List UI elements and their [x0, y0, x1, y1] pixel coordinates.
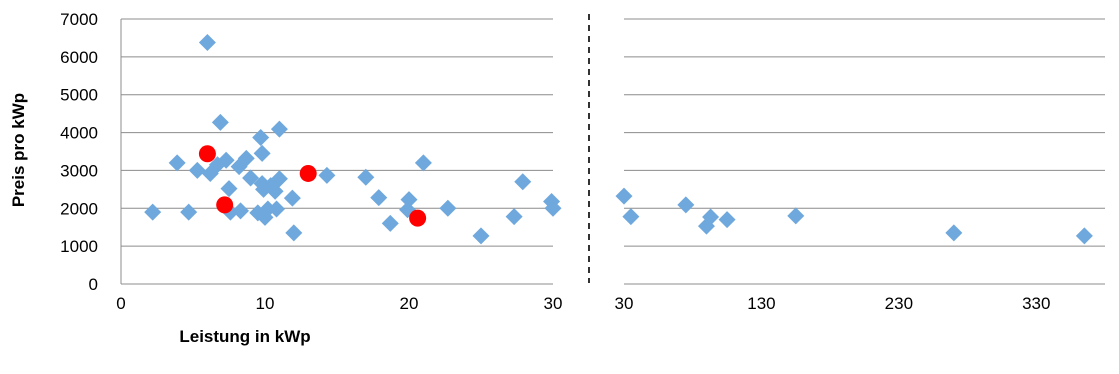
left-highlight-point-0 — [198, 145, 216, 163]
left-x-tick-label-2: 20 — [400, 294, 419, 313]
y-tick-label-4: 4000 — [60, 124, 98, 143]
right-point-0-8 — [1075, 227, 1093, 245]
right-point-0-2 — [677, 196, 695, 214]
right-point-0-4 — [702, 208, 720, 226]
left-point-0-35 — [414, 154, 432, 172]
y-tick-label-3: 3000 — [60, 161, 98, 180]
y-axis-title: Preis pro kWp — [9, 93, 28, 207]
left-point-0-12 — [232, 202, 250, 220]
data-points — [144, 33, 1093, 245]
left-x-tick-label-3: 30 — [544, 294, 563, 313]
right-x-tick-label-0: 30 — [615, 294, 634, 313]
left-point-0-25 — [270, 120, 288, 138]
left-point-0-3 — [188, 161, 206, 179]
left-point-0-7 — [211, 113, 229, 131]
left-point-0-9 — [220, 180, 238, 198]
tick-labels: 0 1000 2000 3000 4000 5000 6000 7000 0 10 20 30 30 13… — [60, 10, 1050, 313]
left-point-0-13 — [237, 149, 255, 167]
right-point-0-6 — [787, 207, 805, 225]
axes — [120, 19, 1105, 285]
left-point-0-34 — [400, 191, 418, 209]
left-x-tick-label-0: 0 — [116, 294, 125, 313]
left-highlight-point-1 — [216, 196, 234, 214]
y-tick-label-1: 1000 — [60, 237, 98, 256]
left-point-0-26 — [270, 170, 288, 188]
y-tick-label-6: 6000 — [60, 48, 98, 67]
y-tick-label-0: 0 — [89, 275, 98, 294]
right-x-tick-label-1: 130 — [747, 294, 775, 313]
left-point-0-24 — [268, 200, 286, 218]
left-x-tick-label-1: 10 — [256, 294, 275, 313]
left-point-0-17 — [253, 144, 271, 162]
left-point-0-21 — [259, 200, 277, 218]
y-tick-label-2: 2000 — [60, 199, 98, 218]
y-tick-label-5: 5000 — [60, 86, 98, 105]
left-point-0-1 — [168, 154, 186, 172]
left-point-0-39 — [514, 173, 532, 191]
left-point-0-28 — [285, 224, 303, 242]
left-point-0-29 — [318, 166, 336, 184]
left-point-0-32 — [381, 214, 399, 232]
x-axis-title: Leistung in kWp — [179, 327, 310, 346]
right-point-0-1 — [622, 208, 640, 226]
left-point-0-31 — [370, 189, 388, 207]
left-point-0-41 — [544, 199, 562, 217]
left-point-0-14 — [242, 169, 260, 187]
y-tick-label-7: 7000 — [60, 10, 98, 29]
left-point-0-0 — [144, 203, 162, 221]
left-point-0-16 — [252, 128, 270, 146]
left-highlight-point-2 — [299, 164, 317, 182]
left-point-0-2 — [180, 203, 198, 221]
left-point-0-38 — [505, 208, 523, 226]
left-point-0-8 — [217, 151, 235, 169]
right-x-tick-label-2: 230 — [885, 294, 913, 313]
right-point-0-7 — [945, 224, 963, 242]
left-point-0-4 — [198, 33, 216, 51]
left-point-0-37 — [472, 227, 490, 245]
left-point-0-30 — [357, 168, 375, 186]
right-x-tick-label-3: 330 — [1022, 294, 1050, 313]
left-point-0-36 — [439, 199, 457, 217]
left-point-0-27 — [283, 189, 301, 207]
left-highlight-point-3 — [409, 209, 427, 227]
right-point-0-5 — [718, 211, 736, 229]
right-point-0-0 — [615, 187, 633, 205]
gridlines — [121, 18, 1105, 247]
